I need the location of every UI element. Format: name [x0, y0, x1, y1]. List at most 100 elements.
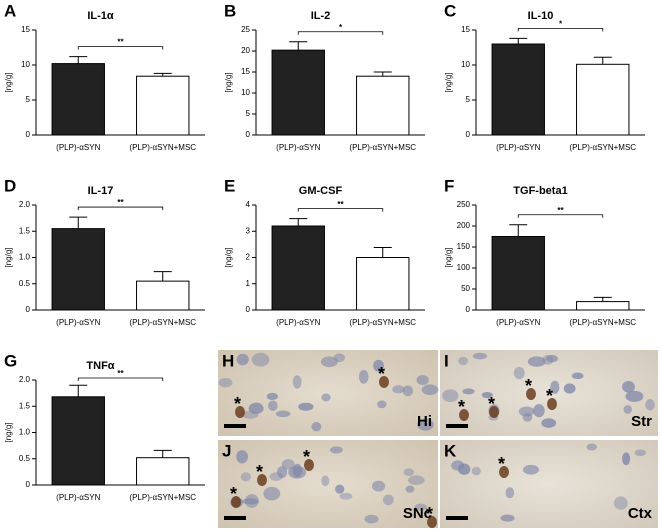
stained-cell: [304, 459, 314, 471]
panel-letter: E: [224, 176, 235, 195]
y-tick-label: 20: [241, 46, 250, 55]
y-tick-label: 1: [246, 279, 251, 288]
panel-letter: G: [4, 351, 17, 370]
nucleus: [472, 352, 488, 360]
nucleus: [403, 468, 415, 477]
marker: *: [230, 484, 237, 504]
scale-bar: [446, 424, 468, 428]
significance-bracket: [517, 214, 604, 218]
stained-cell: [427, 516, 437, 528]
panel-letter: C: [444, 1, 456, 20]
panel-letter: D: [4, 176, 16, 195]
nucleus: [405, 485, 415, 493]
y-tick-label: 0: [26, 480, 31, 489]
region-label: Str: [631, 413, 652, 430]
y-axis-label: [ng/g]: [4, 422, 13, 442]
nucleus: [392, 385, 405, 394]
y-tick-label: 10: [461, 60, 470, 69]
nucleus: [421, 384, 439, 396]
y-tick-label: 1.0: [19, 253, 31, 262]
y-tick-label: 2.0: [19, 375, 31, 384]
micrograph: * * * * I Str: [440, 350, 658, 436]
nucleus: [240, 472, 251, 482]
y-tick-label: 1.5: [19, 226, 31, 235]
bar: [271, 49, 325, 136]
nucleus: [218, 377, 233, 388]
bar: [356, 257, 410, 311]
y-tick-label: 0: [246, 305, 251, 314]
bar: [576, 63, 630, 136]
significance-bracket: [297, 31, 384, 35]
nucleus: [281, 459, 295, 470]
x-tick-label: (PLP)-αSYN+MSC: [129, 493, 196, 502]
x-tick-label: (PLP)-αSYN+MSC: [349, 318, 416, 327]
x-tick-label: (PLP)-αSYN+MSC: [569, 143, 636, 152]
nucleus: [622, 452, 631, 466]
nucleus: [522, 464, 540, 475]
nucleus: [335, 484, 345, 494]
bar: [51, 396, 105, 486]
bar: [491, 236, 545, 311]
nucleus: [339, 492, 353, 500]
y-tick-label: 0: [466, 130, 471, 139]
nucleus: [402, 385, 414, 397]
panel-letter: F: [444, 176, 454, 195]
marker: *: [426, 504, 433, 524]
micrograph: * K Ctx: [440, 440, 658, 528]
stained-cell: [257, 474, 267, 486]
nucleus: [288, 466, 307, 479]
bar: [271, 225, 325, 311]
stained-cell: [499, 466, 509, 478]
nucleus: [333, 353, 345, 363]
nucleus: [244, 494, 259, 508]
marker: *: [525, 376, 532, 396]
y-tick-label: 10: [241, 88, 250, 97]
chart-title: IL-17: [88, 185, 114, 197]
y-tick-label: 1.5: [19, 401, 31, 410]
panel-letter: I: [444, 351, 449, 370]
marker: *: [256, 462, 263, 482]
nucleus: [645, 399, 655, 411]
y-tick-label: 2: [246, 253, 251, 262]
x-tick-label: (PLP)-αSYN+MSC: [129, 318, 196, 327]
bar: [51, 63, 105, 136]
y-tick-label: 5: [466, 95, 471, 104]
nucleus: [330, 446, 343, 454]
nucleus: [373, 359, 384, 372]
nucleus: [358, 369, 369, 384]
nucleus: [311, 422, 322, 432]
y-axis-label: [ng/g]: [444, 72, 453, 92]
x-tick-label: (PLP)-αSYN: [276, 318, 320, 327]
scale-bar: [446, 516, 468, 520]
nucleus: [364, 514, 379, 524]
significance-bracket: [77, 377, 164, 381]
bar: [491, 43, 545, 136]
nucleus: [625, 390, 644, 402]
nucleus: [471, 466, 481, 476]
nucleus: [522, 413, 533, 422]
significance-bracket: [517, 28, 604, 32]
y-axis-label: [ng/g]: [4, 72, 13, 92]
y-tick-label: 200: [457, 221, 471, 230]
significance-bracket: [77, 206, 164, 211]
significance-bracket: [297, 208, 384, 212]
y-tick-label: 5: [246, 109, 251, 118]
nucleus: [546, 354, 558, 363]
x-tick-label: (PLP)-αSYN: [496, 318, 540, 327]
chart-title: IL-1α: [87, 10, 114, 22]
x-tick-label: (PLP)-αSYN: [496, 143, 540, 152]
marker: *: [458, 397, 465, 417]
y-tick-label: 4: [246, 200, 251, 209]
nucleus: [533, 403, 545, 418]
nucleus: [500, 514, 515, 522]
nucleus: [451, 460, 465, 471]
significance-label: **: [117, 369, 124, 378]
marker: *: [303, 447, 310, 467]
bar: [356, 75, 410, 136]
y-tick-label: 3: [246, 226, 251, 235]
nucleus: [586, 443, 597, 451]
chart-title: TGF-beta1: [513, 185, 567, 197]
nucleus: [248, 402, 264, 414]
y-tick-label: 10: [21, 60, 30, 69]
